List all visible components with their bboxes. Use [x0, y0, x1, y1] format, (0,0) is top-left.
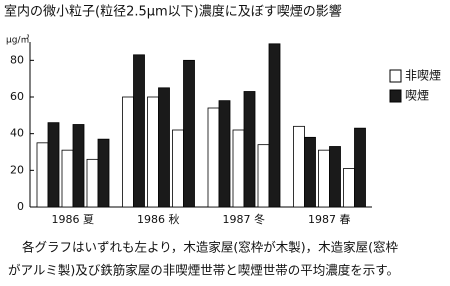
bar: [147, 96, 159, 208]
bar: [293, 125, 305, 208]
bar: [133, 54, 145, 208]
bar: [158, 87, 170, 208]
bar: [36, 142, 49, 208]
x-tick-label: 1987 冬: [223, 212, 266, 226]
bar: [172, 129, 184, 208]
bar: [97, 138, 110, 208]
legend-label: 非喫煙: [405, 69, 441, 83]
bar: [232, 129, 245, 208]
bar: [268, 43, 281, 208]
bar: [354, 127, 366, 208]
bar: [329, 146, 341, 208]
x-tick-label: 1986 夏: [52, 213, 95, 226]
y-tick-label: 80: [10, 53, 24, 66]
bar: [343, 168, 355, 208]
caption-line: 各グラフはいずれも左より，木造家屋(窓枠が木製)，木造家屋(窓枠: [22, 240, 399, 255]
bar: [61, 149, 74, 208]
y-tick-label: 60: [10, 90, 24, 103]
x-tick-label: 1987 春: [308, 213, 351, 226]
bar: [218, 100, 231, 208]
y-tick-label: 40: [10, 127, 24, 140]
bar: [122, 96, 134, 208]
chart-title: 室内の微小粒子(粒径2.5μm以下)濃度に及ぼす喫煙の影響: [4, 4, 342, 20]
bar: [318, 149, 330, 208]
bar: [207, 107, 220, 208]
bar: [304, 136, 316, 208]
x-tick-label: 1986 秋: [137, 212, 180, 226]
bar: [86, 158, 99, 208]
y-axis-label: μg/㎥: [6, 35, 29, 46]
bar: [183, 59, 195, 208]
legend-swatch: [389, 69, 402, 83]
bar: [72, 124, 85, 208]
bar: [243, 91, 256, 208]
y-tick-label: 0: [17, 200, 24, 213]
bar: [257, 144, 270, 208]
legend-swatch: [389, 89, 402, 103]
legend-label: 喫煙: [405, 89, 429, 103]
y-tick-label: 20: [10, 163, 24, 176]
caption-line: がアルミ製)及び鉄筋家屋の非喫煙世帯と喫煙世帯の平均濃度を示す。: [8, 263, 399, 278]
bar: [47, 122, 60, 208]
